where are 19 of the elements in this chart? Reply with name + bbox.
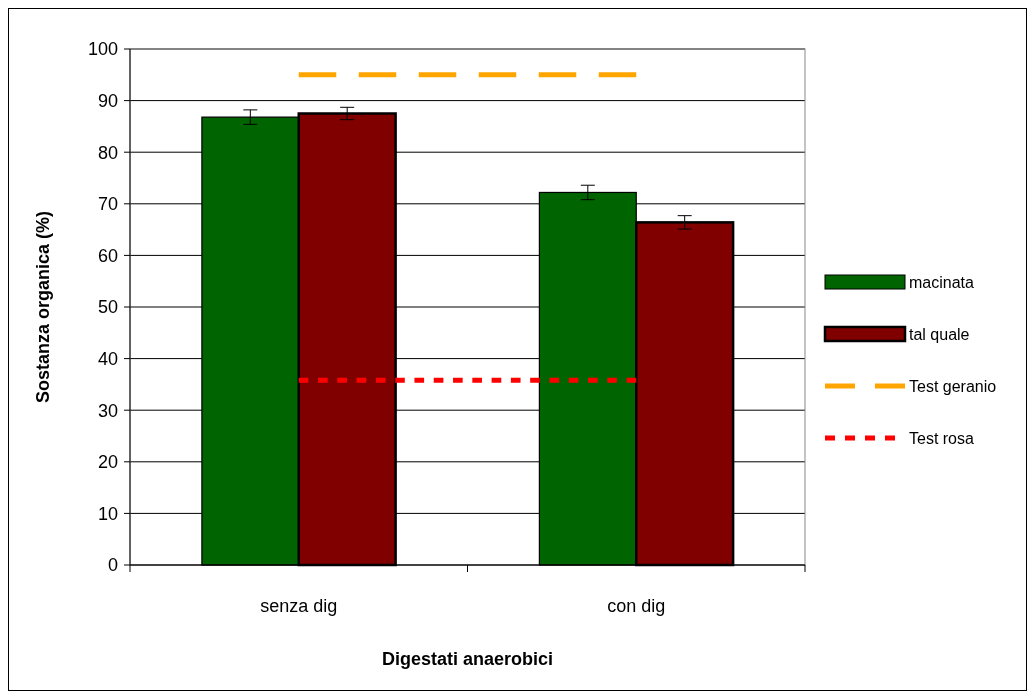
legend-label: Test geranio xyxy=(909,377,997,395)
legend-label: tal quale xyxy=(909,325,970,343)
legend-label: Test rosa xyxy=(909,429,975,447)
legend-label: macinata xyxy=(909,273,975,291)
y-tick-label: 10 xyxy=(97,503,118,524)
y-tick-label: 80 xyxy=(97,142,118,163)
x-axis-title: Digestati anaerobici xyxy=(381,649,554,670)
x-tick-label: senza dig xyxy=(260,596,338,617)
y-tick-label: 30 xyxy=(97,400,118,421)
y-axis-title: Sostanza organica (%) xyxy=(33,210,54,404)
y-tick-label: 40 xyxy=(97,348,118,369)
y-tick-label: 0 xyxy=(107,555,118,576)
y-tick-label: 60 xyxy=(97,245,118,266)
x-tick-label: con dig xyxy=(607,596,666,617)
y-tick-label: 100 xyxy=(87,39,118,60)
y-tick-label: 20 xyxy=(97,452,118,473)
y-tick-label: 50 xyxy=(97,297,118,318)
y-tick-label: 90 xyxy=(97,90,118,111)
y-tick-label: 70 xyxy=(97,194,118,215)
